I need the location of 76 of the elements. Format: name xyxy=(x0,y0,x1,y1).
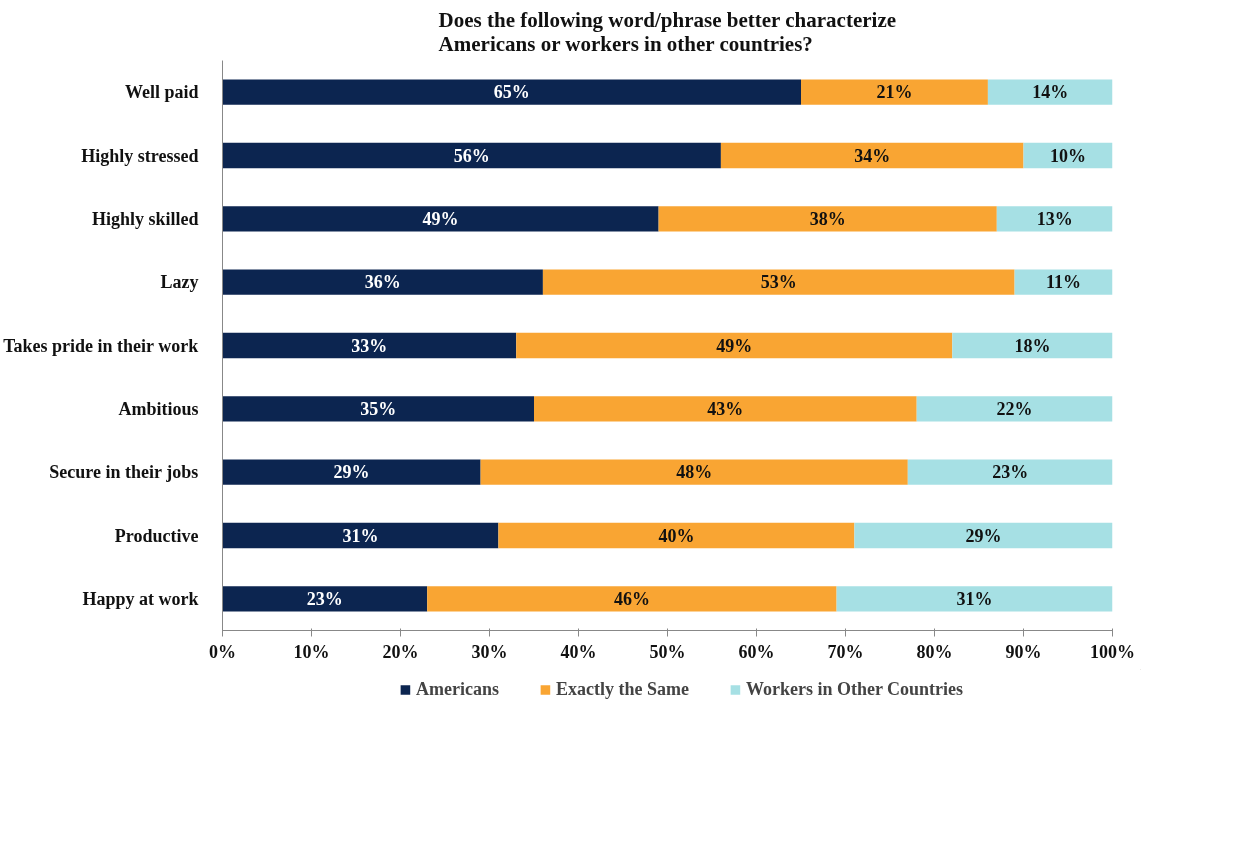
bar xyxy=(222,586,428,612)
bar xyxy=(222,269,543,295)
x-tick-label: 40% xyxy=(560,641,597,662)
data-label: 14% xyxy=(1032,82,1069,103)
bar xyxy=(427,586,837,612)
x-tick-label: 30% xyxy=(471,641,508,662)
bar xyxy=(542,269,1015,295)
data-label: 34% xyxy=(854,145,891,166)
data-label: 18% xyxy=(1014,335,1051,356)
x-tick-label: 80% xyxy=(916,641,953,662)
data-label: 22% xyxy=(996,398,1033,419)
bar xyxy=(916,396,1113,422)
bar xyxy=(996,206,1113,232)
bar xyxy=(854,522,1113,549)
y-tick-label: Secure in their jobs xyxy=(49,462,199,483)
data-label: 65% xyxy=(493,82,530,103)
x-tick-label: 20% xyxy=(382,641,419,662)
bar xyxy=(222,332,517,359)
y-tick-label: Ambitious xyxy=(118,398,199,419)
legend-label: Americans xyxy=(415,678,499,700)
data-label: 23% xyxy=(306,588,343,609)
y-tick-label: Takes pride in their work xyxy=(3,335,199,356)
data-label: 31% xyxy=(956,588,993,609)
data-label: 48% xyxy=(676,462,713,483)
bar xyxy=(222,79,801,105)
data-label: 56% xyxy=(453,145,490,166)
y-tick-label: Happy at work xyxy=(82,588,199,609)
data-label: 31% xyxy=(342,525,379,546)
x-tick-label: 10% xyxy=(293,641,330,662)
bar xyxy=(516,332,953,359)
bar xyxy=(222,142,721,169)
data-label: 10% xyxy=(1050,145,1086,166)
data-label: 35% xyxy=(360,398,397,419)
x-tick-label: 50% xyxy=(649,641,686,662)
bar xyxy=(801,79,988,105)
bar xyxy=(534,396,917,422)
bar xyxy=(222,206,659,232)
data-label: 46% xyxy=(613,588,650,609)
x-tick-label: 60% xyxy=(738,641,775,662)
bar xyxy=(480,459,908,485)
bar xyxy=(907,459,1113,485)
data-label: 49% xyxy=(422,208,459,229)
y-tick-label: Highly stressed xyxy=(81,145,199,166)
y-tick-label: Well paid xyxy=(124,82,199,103)
bar xyxy=(222,396,534,422)
data-label: 23% xyxy=(992,462,1029,483)
bar xyxy=(498,522,855,549)
x-tick-label: 90% xyxy=(1005,641,1042,662)
legend-label: Exactly the Same xyxy=(555,678,689,700)
data-label: 13% xyxy=(1036,208,1073,229)
bar xyxy=(222,459,481,485)
data-label: 21% xyxy=(876,82,913,103)
bar xyxy=(720,142,1024,169)
y-tick-label: Productive xyxy=(114,525,199,546)
data-label: 38% xyxy=(809,208,846,229)
x-tick-label: 100% xyxy=(1090,641,1135,662)
data-label: 53% xyxy=(760,272,797,293)
x-tick-label: 70% xyxy=(827,641,864,662)
bar xyxy=(222,522,499,549)
data-label: 40% xyxy=(658,525,695,546)
x-tick-label: 0% xyxy=(209,641,236,662)
data-label: 33% xyxy=(351,335,388,356)
y-tick-label: Highly skilled xyxy=(91,208,199,229)
bar xyxy=(836,586,1113,612)
data-label: 11% xyxy=(1046,272,1082,293)
data-label: 43% xyxy=(707,398,744,419)
legend-label: Workers in Other Countries xyxy=(745,678,964,700)
data-label: 29% xyxy=(333,462,370,483)
bar xyxy=(658,206,997,232)
bar xyxy=(952,332,1113,359)
chart-title: Does the following word/phrase better characterize Americans or workers in other countries? xyxy=(438,7,897,56)
data-label: 36% xyxy=(364,272,401,293)
data-label: 29% xyxy=(965,525,1002,546)
data-label: 49% xyxy=(716,335,753,356)
bar xyxy=(987,79,1113,105)
y-tick-label: Lazy xyxy=(160,272,199,293)
